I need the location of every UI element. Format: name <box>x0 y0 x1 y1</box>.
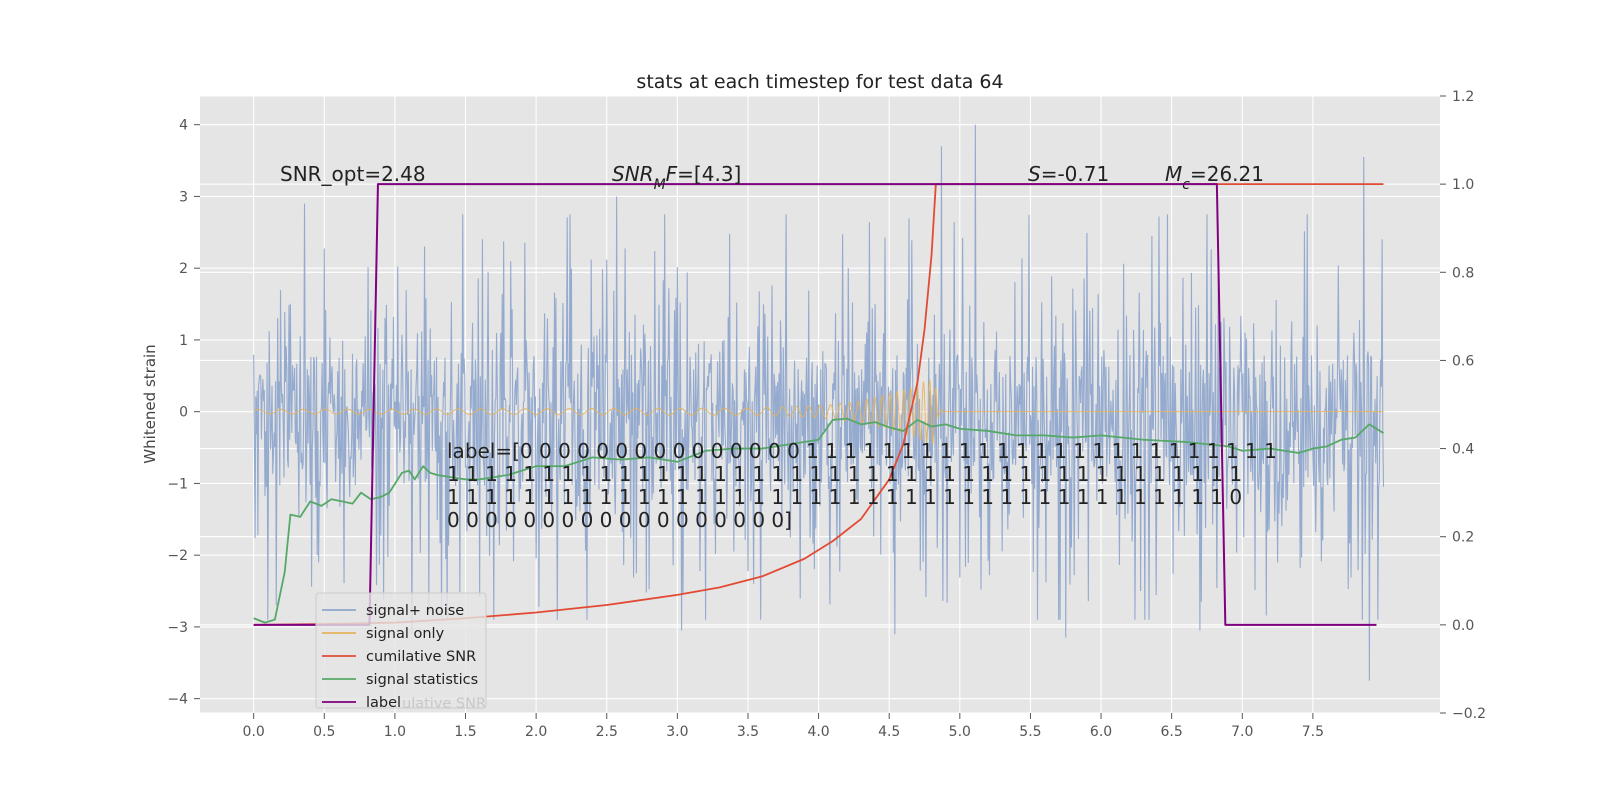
label-text-annotation: label=[0 0 0 0 0 0 0 0 0 0 0 0 0 0 0 1 1… <box>447 439 1277 532</box>
annotation-1: SNRMF=[4.3] <box>612 162 741 193</box>
y-tick-label-8: 4 <box>179 118 188 134</box>
x-tick-label-4: 2.0 <box>525 724 547 740</box>
x-tick-label-11: 5.5 <box>1019 724 1041 740</box>
axis-ticks: 0.0 0.5 1.0 1.5 2.0 2.5 3.0 3.5 4.0 4.5 5.0 5.5 6.0 6… <box>167 89 1486 740</box>
y-tick-label-4: 0 <box>179 405 188 421</box>
label-text-line-0: label=[0 0 0 0 0 0 0 0 0 0 0 0 0 0 0 1 1… <box>447 439 1277 463</box>
y-tick-label-6: 2 <box>179 261 188 277</box>
series-signal-noise <box>253 124 1385 681</box>
y2-tick-label-0: −0.2 <box>1452 706 1486 722</box>
y2-tick-label-5: 0.8 <box>1452 265 1474 281</box>
legend-label-0: signal+ noise <box>366 603 464 619</box>
legend-box <box>315 592 487 709</box>
label-text-line-1: 1 1 1 1 1 1 1 1 1 1 1 1 1 1 1 1 1 1 1 1 … <box>447 462 1242 486</box>
y2-tick-label-6: 1.0 <box>1452 177 1474 193</box>
y2-tick-label-2: 0.2 <box>1452 530 1474 546</box>
annotation-3: Mc=26.21 <box>1165 162 1264 193</box>
y-tick-label-0: −4 <box>167 692 188 708</box>
x-tick-label-0: 0.0 <box>243 724 265 740</box>
legend: ulative SNR signal+ noise signal only cumil… <box>315 592 487 712</box>
y-tick-label-5: 1 <box>179 333 188 349</box>
label-text-line-3: 0 0 0 0 0 0 0 0 0 0 0 0 0 0 0 0 0 0] <box>447 508 792 532</box>
chart-title: stats at each timestep for test data 64 <box>636 71 1003 93</box>
x-tick-label-14: 7.0 <box>1231 724 1253 740</box>
x-tick-label-1: 0.5 <box>313 724 335 740</box>
signal-statistics-line <box>253 417 1384 624</box>
y-tick-label-2: −2 <box>167 548 188 564</box>
annotations: SNR_opt=2.48 SNRMF=[4.3] S=-0.71 Mc=26.21 <box>280 162 1264 193</box>
x-tick-label-2: 1.0 <box>384 724 406 740</box>
y2-tick-label-1: 0.0 <box>1452 618 1474 634</box>
x-tick-label-6: 3.0 <box>666 724 688 740</box>
x-tick-label-5: 2.5 <box>596 724 618 740</box>
y2-tick-label-7: 1.2 <box>1452 89 1474 105</box>
annotation-0: SNR_opt=2.48 <box>280 162 426 186</box>
legend-label-4: label <box>366 695 401 711</box>
x-tick-label-8: 4.0 <box>807 724 829 740</box>
annotation-2: S=-0.71 <box>1028 162 1109 186</box>
signal-only-line <box>253 379 1384 445</box>
y-tick-label-7: 3 <box>179 189 188 205</box>
y-tick-label-3: −1 <box>167 476 188 492</box>
y2-tick-label-3: 0.4 <box>1452 442 1474 458</box>
legend-label-2: cumilative SNR <box>366 649 476 665</box>
x-tick-label-13: 6.5 <box>1161 724 1183 740</box>
label-text-line-2: 1 1 1 1 1 1 1 1 1 1 1 1 1 1 1 1 1 1 1 1 … <box>447 485 1242 509</box>
x-tick-label-3: 1.5 <box>454 724 476 740</box>
y-tick-label-1: −3 <box>167 620 188 636</box>
legend-label-3: signal statistics <box>366 672 478 688</box>
series-signal-only <box>253 379 1384 445</box>
y-axis-label: Whitened strain <box>141 344 159 463</box>
x-tick-label-9: 4.5 <box>878 724 900 740</box>
legend-label-1: signal only <box>366 626 445 642</box>
x-tick-label-12: 6.0 <box>1090 724 1112 740</box>
legend-shadow-text: ulative SNR <box>402 696 486 712</box>
x-tick-label-15: 7.5 <box>1302 724 1324 740</box>
x-tick-label-10: 5.0 <box>949 724 971 740</box>
y2-tick-label-4: 0.6 <box>1452 353 1474 369</box>
signal-noise-line <box>253 124 1385 681</box>
x-tick-label-7: 3.5 <box>737 724 759 740</box>
